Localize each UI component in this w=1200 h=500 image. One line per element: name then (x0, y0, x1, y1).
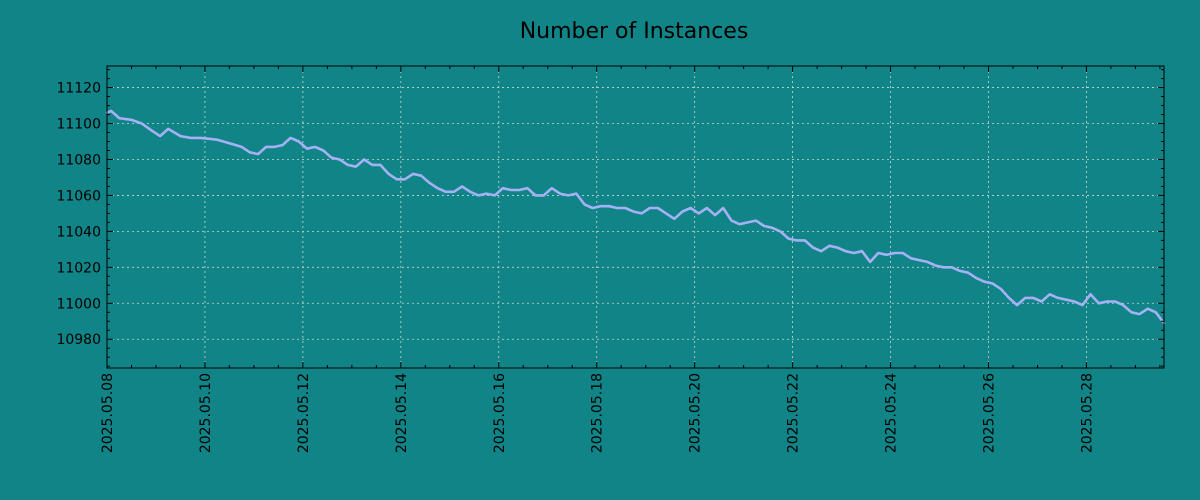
x-tick-label: 2025.05.22 (786, 373, 802, 453)
series-layer (105, 109, 1166, 325)
grid-lines (106, 66, 1164, 368)
x-tick-label: 2025.05.24 (884, 373, 900, 453)
chart-title: Number of Instances (520, 19, 749, 44)
x-tick-label: 2025.05.26 (982, 373, 998, 453)
y-tick-label: 11000 (56, 296, 101, 312)
y-tick-label: 11040 (56, 224, 101, 240)
y-tick-label: 11060 (56, 188, 101, 204)
x-tick-label: 2025.05.10 (198, 373, 214, 453)
x-tick-label: 2025.05.14 (394, 373, 410, 453)
tick-marks (106, 66, 1164, 368)
y-tick-label: 11120 (56, 81, 101, 97)
y-tick-label: 10980 (56, 332, 101, 348)
x-tick-label: 2025.05.28 (1079, 373, 1095, 453)
x-tick-label: 2025.05.20 (688, 373, 704, 453)
x-tick-label: 2025.05.16 (492, 373, 508, 453)
y-tick-label: 11020 (56, 260, 101, 276)
x-tick-label: 2025.05.12 (296, 373, 312, 453)
y-tick-label: 11080 (56, 152, 101, 168)
plot-frame (106, 65, 1165, 369)
series-line (105, 109, 1166, 325)
x-tick-label: 2025.05.08 (100, 373, 116, 453)
y-tick-label: 11100 (56, 117, 101, 133)
y-tick-labels: 10980 11000 11020 11040 11060 11080 11100 11120 (56, 81, 101, 349)
x-tick-label: 2025.05.18 (590, 373, 606, 453)
x-tick-labels: 2025.05.08 2025.05.10 2025.05.12 2025.05.14… (100, 373, 1095, 453)
